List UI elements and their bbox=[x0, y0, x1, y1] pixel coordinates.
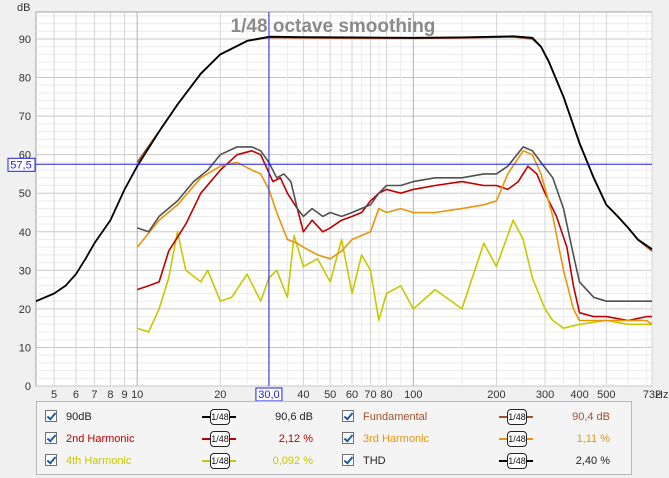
x-tick-label: 200 bbox=[487, 389, 505, 401]
legend-label-3rd-harmonic: 3rd Harmonic bbox=[363, 433, 430, 445]
y-tick-label: 60 bbox=[19, 150, 31, 162]
smoothing-badge: 1/48 bbox=[507, 431, 527, 447]
legend-row: THD 1/48 2,40 % bbox=[342, 451, 632, 471]
y-tick-label: 40 bbox=[19, 227, 31, 239]
smoothing-badge: 1/48 bbox=[507, 409, 527, 425]
smoothing-swatch-2nd-harmonic[interactable]: 1/48 bbox=[202, 431, 236, 447]
y-tick-label: 50 bbox=[19, 188, 31, 200]
x-tick-label: 70 bbox=[364, 389, 376, 401]
legend-row: Fundamental 1/48 90,4 dB bbox=[342, 407, 632, 427]
legend-row: 4th Harmonic 1/48 0,092 % bbox=[45, 451, 335, 471]
x-tick-label: 10 bbox=[131, 389, 143, 401]
series-line-90db[interactable] bbox=[35, 35, 653, 303]
series-line-2nd-harmonic[interactable] bbox=[136, 150, 652, 322]
smoothing-swatch-3rd-harmonic[interactable]: 1/48 bbox=[499, 431, 533, 447]
cursor-x-readout: 30,0 bbox=[258, 389, 279, 401]
x-tick-label: 80 bbox=[380, 389, 392, 401]
legend-label-fundamental: Fundamental bbox=[363, 411, 428, 423]
smoothing-badge: 1/48 bbox=[210, 431, 230, 447]
legend-label-90db: 90dB bbox=[66, 411, 92, 423]
smoothing-swatch-90db[interactable]: 1/48 bbox=[202, 409, 236, 425]
x-tick-label: 400 bbox=[570, 389, 588, 401]
visibility-checkbox-90db[interactable] bbox=[45, 410, 57, 422]
legend-row: 2nd Harmonic 1/48 2,12 % bbox=[45, 429, 335, 449]
series-line-3rd-harmonic[interactable] bbox=[136, 150, 653, 325]
visibility-checkbox-fundamental[interactable] bbox=[342, 410, 354, 422]
x-tick-label: 9 bbox=[122, 389, 128, 401]
x-unit-label: Hz bbox=[655, 389, 668, 401]
legend-panel: 90dB 1/48 90,6 dB Fundamental 1/48 90,4 dB 2nd… bbox=[36, 401, 632, 475]
legend-value-2nd-harmonic: 2,12 % bbox=[278, 433, 313, 445]
y-tick-label: 20 bbox=[19, 304, 31, 316]
legend-label-4th-harmonic: 4th Harmonic bbox=[66, 455, 132, 467]
x-tick-label: 732 bbox=[643, 389, 661, 401]
visibility-checkbox-4th-harmonic[interactable] bbox=[45, 454, 57, 466]
y-tick-label: 0 bbox=[25, 381, 31, 393]
smoothing-badge: 1/48 bbox=[210, 409, 230, 425]
x-tick-label: 8 bbox=[107, 389, 113, 401]
x-tick-label: 40 bbox=[297, 389, 309, 401]
chart-title: 1/48 octave smoothing bbox=[231, 16, 436, 37]
x-tick-label: 300 bbox=[536, 389, 554, 401]
x-tick-label: 5 bbox=[51, 389, 57, 401]
visibility-checkbox-2nd-harmonic[interactable] bbox=[45, 432, 57, 444]
legend-label-2nd-harmonic: 2nd Harmonic bbox=[66, 433, 135, 445]
x-tick-label: 20 bbox=[214, 389, 226, 401]
x-tick-label: 100 bbox=[404, 389, 422, 401]
legend-row: 90dB 1/48 90,6 dB bbox=[45, 407, 335, 427]
legend-value-4th-harmonic: 0,092 % bbox=[272, 455, 313, 467]
y-tick-label: 30 bbox=[19, 265, 31, 277]
x-tick-label: 50 bbox=[324, 389, 336, 401]
smoothing-swatch-thd[interactable]: 1/48 bbox=[499, 453, 533, 469]
legend-value-fundamental: 90,4 dB bbox=[572, 411, 610, 423]
legend-value-thd: 2,40 % bbox=[575, 455, 610, 467]
y-tick-label: 10 bbox=[19, 342, 31, 354]
series-line-4th-harmonic[interactable] bbox=[136, 219, 652, 333]
series-line-thd[interactable] bbox=[136, 146, 652, 303]
plot-area[interactable] bbox=[35, 11, 653, 387]
visibility-checkbox-3rd-harmonic[interactable] bbox=[342, 432, 354, 444]
legend-row: 3rd Harmonic 1/48 1,11 % bbox=[342, 429, 632, 449]
smoothing-badge: 1/48 bbox=[210, 453, 230, 469]
visibility-checkbox-thd[interactable] bbox=[342, 454, 354, 466]
smoothing-badge: 1/48 bbox=[507, 453, 527, 469]
legend-value-90db: 90,6 dB bbox=[275, 411, 313, 423]
x-tick-label: 500 bbox=[597, 389, 615, 401]
y-unit-label: dB bbox=[17, 2, 30, 14]
y-tick-label: 90 bbox=[19, 34, 31, 46]
y-tick-label: 80 bbox=[19, 73, 31, 85]
x-tick-label: 60 bbox=[346, 389, 358, 401]
legend-value-3rd-harmonic: 1,11 % bbox=[576, 433, 610, 445]
x-tick-label: 6 bbox=[73, 389, 79, 401]
smoothing-swatch-fundamental[interactable]: 1/48 bbox=[499, 409, 533, 425]
x-tick-label: 7 bbox=[91, 389, 97, 401]
cursor-y-readout-box bbox=[7, 157, 36, 172]
legend-label-thd: THD bbox=[363, 455, 386, 467]
y-tick-label: 70 bbox=[19, 111, 31, 123]
cursor-y-readout: 57,5 bbox=[10, 159, 31, 171]
smoothing-swatch-4th-harmonic[interactable]: 1/48 bbox=[202, 453, 236, 469]
